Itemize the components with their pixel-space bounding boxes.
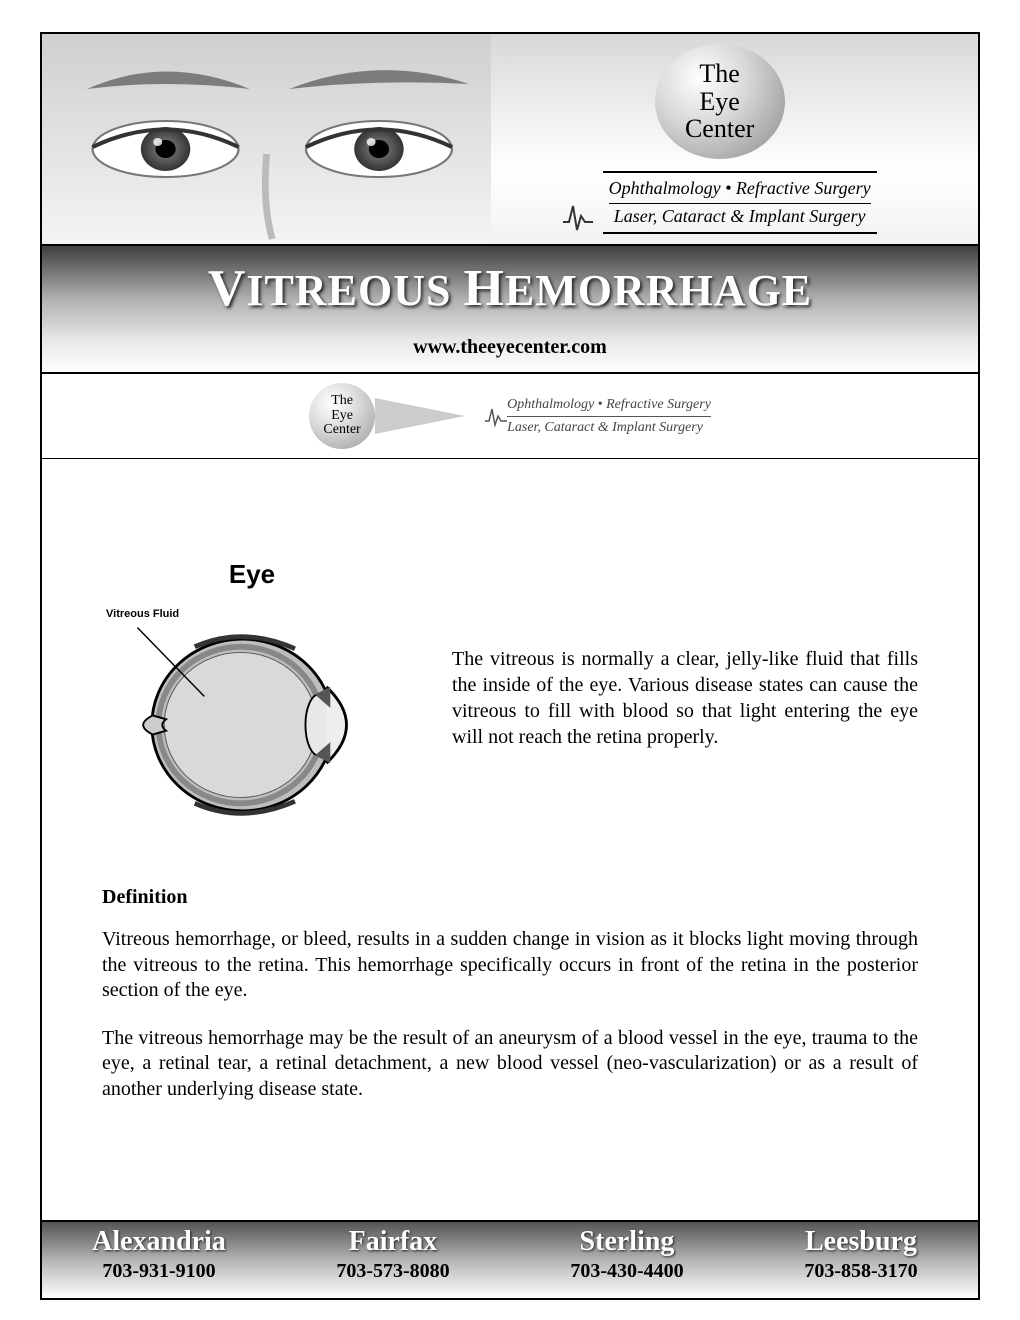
logo-circle: The Eye Center — [655, 44, 785, 159]
definition-para-2: The vitreous hemorrhage may be the resul… — [102, 1026, 918, 1103]
mid-tagline: Ophthalmology • Refractive Surgery Laser… — [507, 394, 711, 438]
location-sterling: Sterling 703-430-4400 — [510, 1222, 744, 1298]
phone-number: 703-430-4400 — [510, 1260, 744, 1283]
mid-logo-circle: The Eye Center — [309, 383, 375, 449]
eye-cross-section-icon — [122, 620, 382, 830]
logo-cone-icon — [375, 398, 465, 434]
ekg-icon — [563, 198, 593, 234]
ekg-icon — [485, 403, 507, 429]
title-bar: VITREOUS HEMORRHAGE www.theeyecenter.com — [42, 244, 978, 374]
mid-logo-row: The Eye Center Ophthalmology • Refractiv… — [42, 374, 978, 459]
document-border: The Eye Center Ophthalmology • Refractiv… — [40, 32, 980, 1300]
logo-line1: The — [699, 59, 739, 88]
city-name: Alexandria — [42, 1226, 276, 1258]
city-name: Fairfax — [276, 1226, 510, 1258]
logo-line3: Center — [685, 114, 754, 143]
location-fairfax: Fairfax 703-573-8080 — [276, 1222, 510, 1298]
page: The Eye Center Ophthalmology • Refractiv… — [0, 0, 1020, 1320]
eyes-photo — [42, 34, 491, 244]
phone-number: 703-858-3170 — [744, 1260, 978, 1283]
definition-para-1: Vitreous hemorrhage, or bleed, results i… — [102, 927, 918, 1004]
tagline-line2: Laser, Cataract & Implant Surgery — [609, 204, 871, 229]
body-content: Eye Vitreous Fluid — [42, 459, 978, 1220]
location-leesburg: Leesburg 703-858-3170 — [744, 1222, 978, 1298]
header-banner: The Eye Center Ophthalmology • Refractiv… — [42, 34, 978, 244]
tagline-line1: Ophthalmology • Refractive Surgery — [609, 176, 871, 204]
city-name: Sterling — [510, 1226, 744, 1258]
page-title: VITREOUS HEMORRHAGE — [208, 259, 812, 318]
location-alexandria: Alexandria 703-931-9100 — [42, 1222, 276, 1298]
intro-paragraph: The vitreous is normally a clear, jelly-… — [452, 646, 918, 750]
website-url: www.theeyecenter.com — [413, 336, 607, 359]
diagram-label: Eye — [102, 559, 402, 590]
definition-heading: Definition — [102, 886, 918, 909]
locations-footer: Alexandria 703-931-9100 Fairfax 703-573-… — [42, 1220, 978, 1298]
phone-number: 703-931-9100 — [42, 1260, 276, 1283]
diagram-row: Eye Vitreous Fluid — [102, 559, 918, 836]
logo-line2: Eye — [699, 87, 739, 116]
eye-diagram: Eye Vitreous Fluid — [102, 559, 402, 836]
header-logo-block: The Eye Center Ophthalmology • Refractiv… — [491, 34, 978, 244]
diagram-sublabel: Vitreous Fluid — [106, 608, 402, 620]
phone-number: 703-573-8080 — [276, 1260, 510, 1283]
logo-tagline: Ophthalmology • Refractive Surgery Laser… — [563, 171, 877, 234]
city-name: Leesburg — [744, 1226, 978, 1258]
